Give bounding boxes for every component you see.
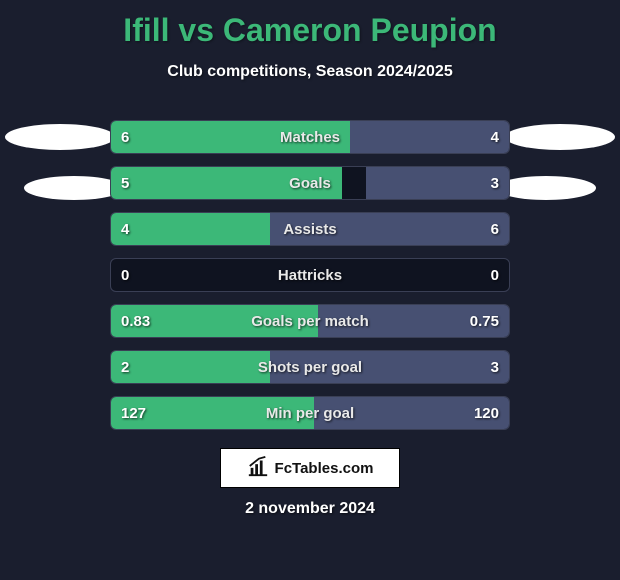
player-left-badge-bottom: [24, 176, 124, 200]
stat-row: 0 Hattricks 0: [110, 258, 510, 292]
stat-row: 127 Min per goal 120: [110, 396, 510, 430]
stat-label: Min per goal: [111, 397, 509, 429]
stat-value-right: 4: [491, 121, 499, 153]
page-title: Ifill vs Cameron Peupion: [0, 0, 620, 49]
logo-text: FcTables.com: [275, 460, 374, 477]
stat-label: Shots per goal: [111, 351, 509, 383]
stat-label: Matches: [111, 121, 509, 153]
stat-label: Assists: [111, 213, 509, 245]
stat-label: Goals per match: [111, 305, 509, 337]
stat-value-right: 0: [491, 259, 499, 291]
stat-value-right: 0.75: [470, 305, 499, 337]
date-label: 2 november 2024: [0, 500, 620, 518]
stat-row: 2 Shots per goal 3: [110, 350, 510, 384]
player-left-badge-top: [5, 124, 115, 150]
stat-row: 5 Goals 3: [110, 166, 510, 200]
comparison-bars: 6 Matches 4 5 Goals 3 4 Assists 6 0 Hatt…: [110, 120, 510, 442]
stat-value-right: 3: [491, 167, 499, 199]
stat-value-right: 120: [474, 397, 499, 429]
chart-icon: [247, 455, 269, 482]
stat-label: Goals: [111, 167, 509, 199]
stat-value-right: 6: [491, 213, 499, 245]
stat-label: Hattricks: [111, 259, 509, 291]
subtitle: Club competitions, Season 2024/2025: [0, 63, 620, 81]
stat-value-right: 3: [491, 351, 499, 383]
stat-row: 4 Assists 6: [110, 212, 510, 246]
player-right-badge-bottom: [496, 176, 596, 200]
stat-row: 6 Matches 4: [110, 120, 510, 154]
fctables-logo[interactable]: FcTables.com: [220, 448, 400, 488]
stat-row: 0.83 Goals per match 0.75: [110, 304, 510, 338]
player-right-badge-top: [505, 124, 615, 150]
